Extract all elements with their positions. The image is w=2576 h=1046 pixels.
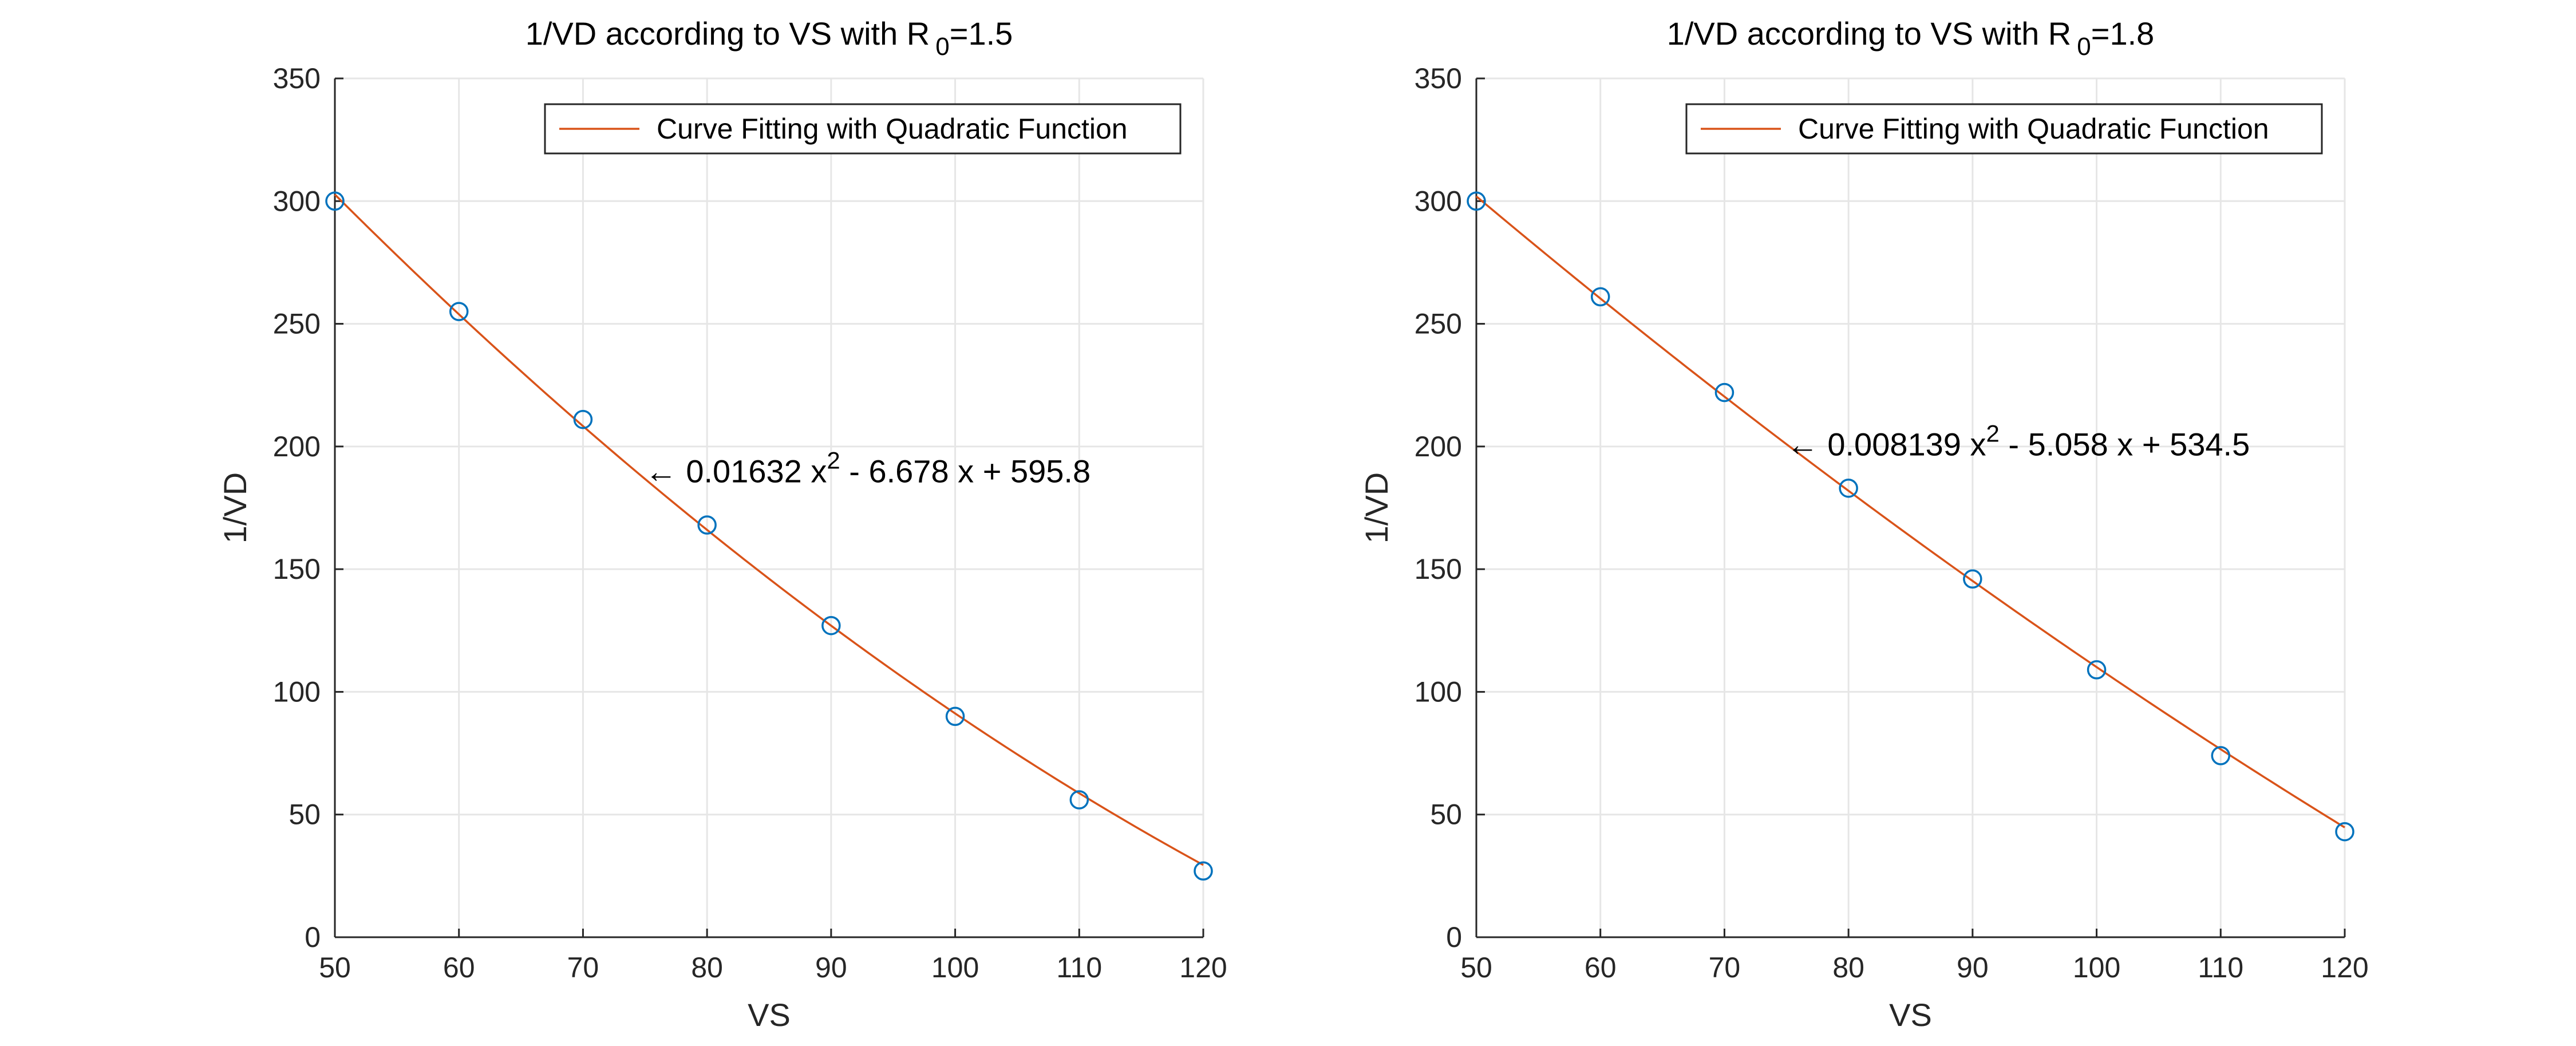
legend-entry: Curve Fitting with Quadratic Function [657, 113, 1128, 145]
y-tick-label: 100 [273, 676, 321, 708]
x-tick-label: 50 [1460, 952, 1492, 984]
chart-title: 1/VD according to VS with R 0=1.8 [1667, 15, 2155, 61]
data-point [1467, 191, 1486, 211]
x-tick-label: 120 [1179, 952, 1227, 984]
y-axis-label: 1/VD [1358, 472, 1394, 544]
data-point [1839, 478, 1858, 498]
legend-entry: Curve Fitting with Quadratic Function [1798, 113, 2269, 145]
title-main: 1/VD according to VS with R [1667, 15, 2072, 52]
y-tick-label: 200 [273, 431, 321, 463]
y-tick-label: 150 [1415, 553, 1462, 585]
fit-curve [334, 194, 1204, 866]
x-tick-label: 80 [691, 952, 723, 984]
fit-equation-annotation: ← 0.008139 x2 - 5.058 x + 534.5 [1787, 420, 2250, 463]
chart-2: 50 60 70 80 90 100 110 120050100150200250300350… [1358, 15, 2369, 1033]
x-tick-label: 100 [931, 952, 979, 984]
title-suffix: =1.8 [2091, 15, 2155, 52]
annotation-superscript: 2 [1986, 420, 1999, 447]
title-subscript: 0 [935, 33, 949, 61]
x-tick-label: 120 [2321, 952, 2368, 984]
x-tick-label: 60 [443, 952, 475, 984]
x-tick-label: 90 [815, 952, 847, 984]
chart-1: 50 60 70 80 90 100 110 120050100150200250300350… [217, 15, 1227, 1033]
legend-box [1685, 103, 2323, 155]
y-tick-label: 350 [1415, 62, 1462, 94]
data-point [1590, 287, 1610, 307]
y-axis-label: 1/VD [217, 472, 253, 544]
y-tick-label: 250 [1415, 308, 1462, 340]
data-point [1194, 861, 1213, 881]
plot-area [335, 78, 1203, 937]
x-tick-label: 60 [1585, 952, 1617, 984]
x-axis-label: VS [1889, 997, 1932, 1033]
title-main: 1/VD according to VS with R [526, 15, 930, 52]
data-point [2087, 660, 2107, 680]
data-point [449, 302, 469, 321]
data-point [821, 615, 841, 636]
fit-equation-annotation: ← 0.01632 x2 - 6.678 x + 595.8 [645, 447, 1091, 490]
y-tick-label: 50 [289, 799, 321, 831]
legend-box [544, 103, 1182, 155]
x-tick-label: 70 [1709, 952, 1741, 984]
y-tick-label: 50 [1430, 799, 1462, 831]
data-point [697, 515, 717, 535]
data-point [325, 191, 345, 211]
data-point [2335, 822, 2354, 842]
x-axis-label: VS [748, 997, 791, 1033]
data-point [1069, 790, 1089, 810]
y-tick-label: 100 [1415, 676, 1462, 708]
data-point [2211, 746, 2231, 765]
annotation-superscript: 2 [827, 447, 840, 474]
plot-area [1476, 78, 2345, 937]
y-tick-label: 350 [273, 62, 321, 94]
y-tick-label: 150 [273, 553, 321, 585]
annotation-arrow: ← [1787, 427, 1819, 463]
x-tick-label: 80 [1832, 952, 1864, 984]
y-tick-label: 250 [273, 308, 321, 340]
annotation-suffix: - 5.058 x + 534.5 [2000, 427, 2250, 463]
y-tick-label: 300 [273, 185, 321, 217]
y-tick-label: 300 [1415, 185, 1462, 217]
annotation-prefix: 0.01632 x [677, 453, 827, 490]
x-tick-label: 110 [1056, 952, 1102, 984]
x-tick-label: 110 [2198, 952, 2243, 984]
x-tick-label: 90 [1957, 952, 1989, 984]
annotation-arrow: ← [645, 453, 677, 490]
x-tick-label: 50 [319, 952, 351, 984]
data-point [573, 409, 593, 429]
x-tick-label: 100 [2073, 952, 2120, 984]
data-point [945, 706, 965, 727]
title-suffix: =1.5 [950, 15, 1013, 52]
y-tick-label: 0 [305, 921, 321, 953]
title-subscript: 0 [2077, 33, 2091, 61]
data-point [1963, 569, 1982, 589]
y-tick-label: 0 [1446, 921, 1462, 953]
y-tick-label: 200 [1415, 431, 1462, 463]
annotation-suffix: - 6.678 x + 595.8 [840, 453, 1091, 490]
chart-title: 1/VD according to VS with R 0=1.5 [526, 15, 1013, 61]
data-point [1714, 382, 1735, 402]
fit-curve [1475, 195, 2345, 828]
annotation-prefix: 0.008139 x [1819, 427, 1986, 463]
x-tick-label: 70 [567, 952, 599, 984]
